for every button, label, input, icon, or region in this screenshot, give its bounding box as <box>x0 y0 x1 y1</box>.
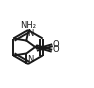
Text: O: O <box>52 45 59 54</box>
Text: NH₂: NH₂ <box>20 21 36 29</box>
Text: N: N <box>27 29 34 39</box>
Text: N: N <box>27 56 34 65</box>
Text: O: O <box>52 40 59 49</box>
